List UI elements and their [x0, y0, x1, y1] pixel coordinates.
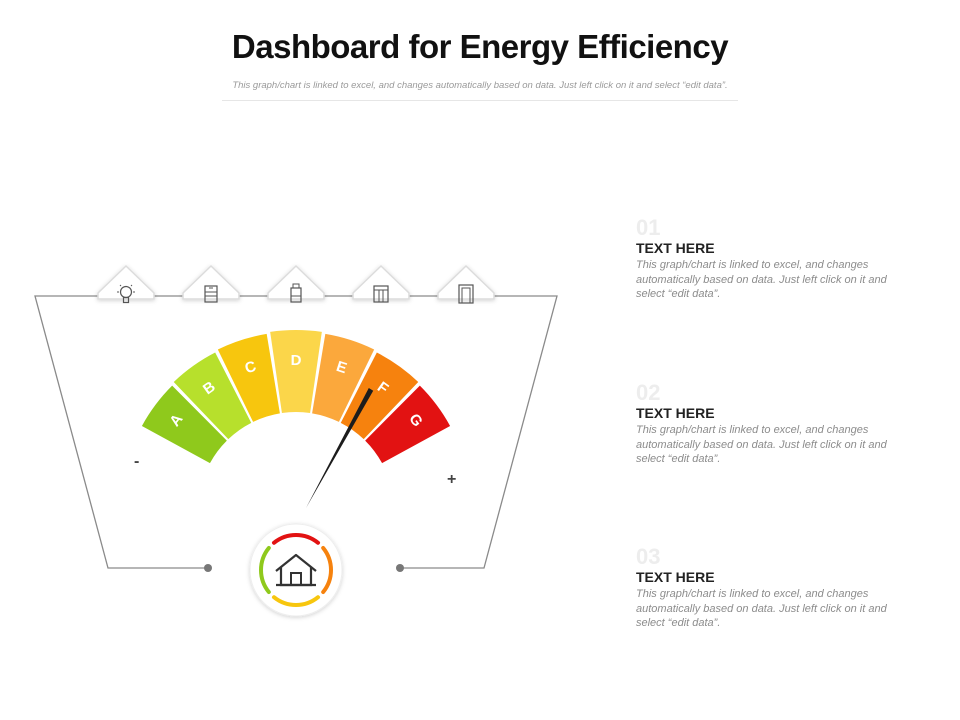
section-number: 02 [636, 380, 661, 405]
section-number: 03 [636, 544, 661, 569]
section-heading: TEXT HERE [636, 240, 715, 256]
gauge-needle [306, 388, 374, 508]
center-ring-arc [321, 545, 333, 595]
house-icon [275, 553, 317, 587]
center-ring [259, 533, 333, 607]
text-section-01: 01 TEXT HERE This graph/chart is linked … [636, 216, 916, 302]
title-divider [222, 100, 738, 101]
door-icon [437, 264, 495, 304]
gauge-min-label: - [134, 453, 139, 470]
section-body: This graph/chart is linked to excel, and… [636, 424, 887, 465]
text-section-03: 03 TEXT HERE This graph/chart is linked … [636, 545, 916, 631]
page-subtitle: This graph/chart is linked to excel, and… [232, 80, 728, 91]
gauge-segment-c [217, 333, 280, 422]
appliance-icon-row [97, 264, 495, 304]
section-body: This graph/chart is linked to excel, and… [636, 588, 887, 629]
center-ring-arc [271, 595, 321, 607]
section-number: 01 [636, 215, 661, 240]
water-heater-icon [267, 264, 325, 303]
gauge-segment-b [173, 352, 252, 440]
gauge-segment-g [365, 385, 451, 464]
center-ring-arc [259, 545, 271, 595]
gauge-segment-e [312, 333, 375, 422]
section-heading: TEXT HERE [636, 405, 715, 421]
gauge-segment-label: E [334, 358, 349, 377]
needle-pointer [306, 388, 374, 508]
center-ring-arc [271, 533, 321, 545]
section-heading: TEXT HERE [636, 569, 715, 585]
gauge-segments: ABC D EFG [141, 329, 451, 464]
lightbulb-icon [97, 264, 155, 304]
page-title: Dashboard for Energy Efficiency [231, 28, 729, 65]
gauge-segment-f [340, 352, 419, 440]
energy-gauge-diagram: ABC D EFG - + [34, 264, 558, 617]
gauge-segment-label: D [291, 352, 302, 369]
washing-machine-icon [352, 264, 410, 303]
text-section-02: 02 TEXT HERE This graph/chart is linked … [636, 381, 916, 467]
frame-end-dot-right [396, 564, 404, 572]
center-badge [249, 523, 343, 617]
fridge-icon [182, 264, 240, 303]
frame-end-dot-left [204, 564, 212, 572]
section-body: This graph/chart is linked to excel, and… [636, 259, 887, 300]
gauge-max-label: + [447, 471, 456, 488]
gauge-segment-label: C [243, 358, 259, 378]
gauge-segment-a [141, 385, 227, 464]
gauge-segment-d [270, 329, 322, 414]
gauge-frame [34, 295, 558, 569]
